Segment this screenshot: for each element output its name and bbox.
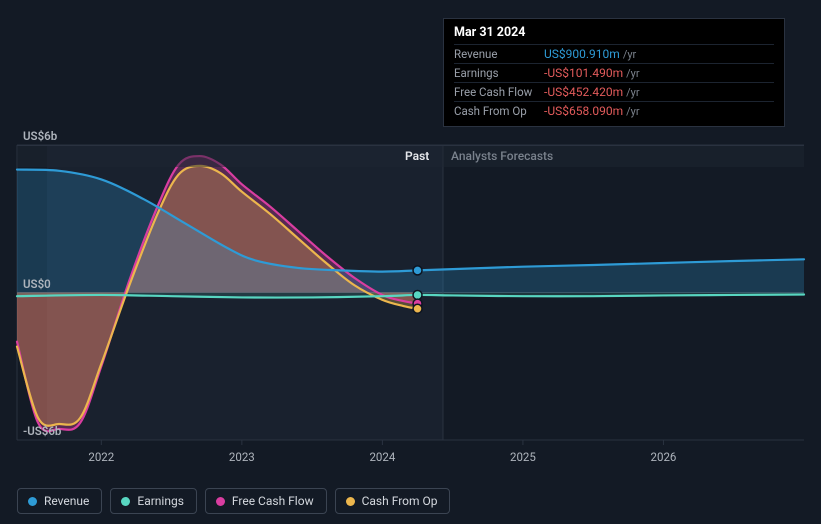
legend-dot-icon [121, 497, 130, 506]
tooltip-row: Free Cash Flow -US$452.420m /yr [454, 82, 774, 101]
chart-legend: Revenue Earnings Free Cash Flow Cash Fro… [17, 488, 450, 514]
tooltip-row-value: -US$452.420m [544, 85, 623, 99]
tooltip-row-label: Free Cash Flow [454, 85, 544, 99]
tooltip-row-label: Earnings [454, 66, 544, 80]
y-axis-label: US$0 [23, 277, 51, 291]
tooltip-row-value: US$900.910m [544, 47, 620, 61]
tooltip-row-unit: /yr [626, 105, 639, 118]
legend-dot-icon [28, 497, 37, 506]
x-axis-tick: 2022 [88, 450, 114, 464]
tooltip-row-value: -US$101.490m [544, 66, 623, 80]
legend-item-label: Cash From Op [362, 494, 438, 508]
x-axis-tick: 2024 [369, 450, 395, 464]
tooltip-row: Earnings -US$101.490m /yr [454, 63, 774, 82]
legend-item-label: Revenue [44, 494, 89, 508]
tooltip-row-unit: /yr [626, 67, 639, 80]
x-axis-tick: 2025 [510, 450, 536, 464]
legend-item-earnings[interactable]: Earnings [110, 488, 197, 514]
tooltip-row-unit: /yr [623, 48, 636, 61]
legend-item-cfo[interactable]: Cash From Op [335, 488, 451, 514]
tooltip-row-label: Revenue [454, 47, 544, 61]
legend-item-fcf[interactable]: Free Cash Flow [205, 488, 327, 514]
legend-item-label: Earnings [137, 494, 184, 508]
legend-dot-icon [216, 497, 225, 506]
tooltip-title: Mar 31 2024 [454, 25, 774, 40]
x-axis-tick: 2023 [229, 450, 255, 464]
region-label-forecast: Analysts Forecasts [451, 149, 553, 163]
legend-dot-icon [346, 497, 355, 506]
financial-chart: US$6b US$0 -US$6b 2022 2023 2024 2025 20… [0, 0, 821, 524]
region-label-bar: PastAnalysts Forecasts [17, 145, 804, 167]
tooltip-row-unit: /yr [626, 86, 639, 99]
x-axis-tick: 2026 [651, 450, 677, 464]
y-axis-label: US$6b [23, 129, 57, 143]
tooltip-row: Cash From Op -US$658.090m /yr [454, 101, 774, 120]
tooltip-row-label: Cash From Op [454, 104, 544, 118]
tooltip-row-value: -US$658.090m [544, 104, 623, 118]
y-axis-label: -US$6b [23, 424, 61, 438]
legend-item-label: Free Cash Flow [232, 494, 314, 508]
legend-item-revenue[interactable]: Revenue [17, 488, 102, 514]
chart-tooltip: Mar 31 2024 Revenue US$900.910m /yr Earn… [443, 18, 785, 127]
tooltip-row: Revenue US$900.910m /yr [454, 44, 774, 63]
